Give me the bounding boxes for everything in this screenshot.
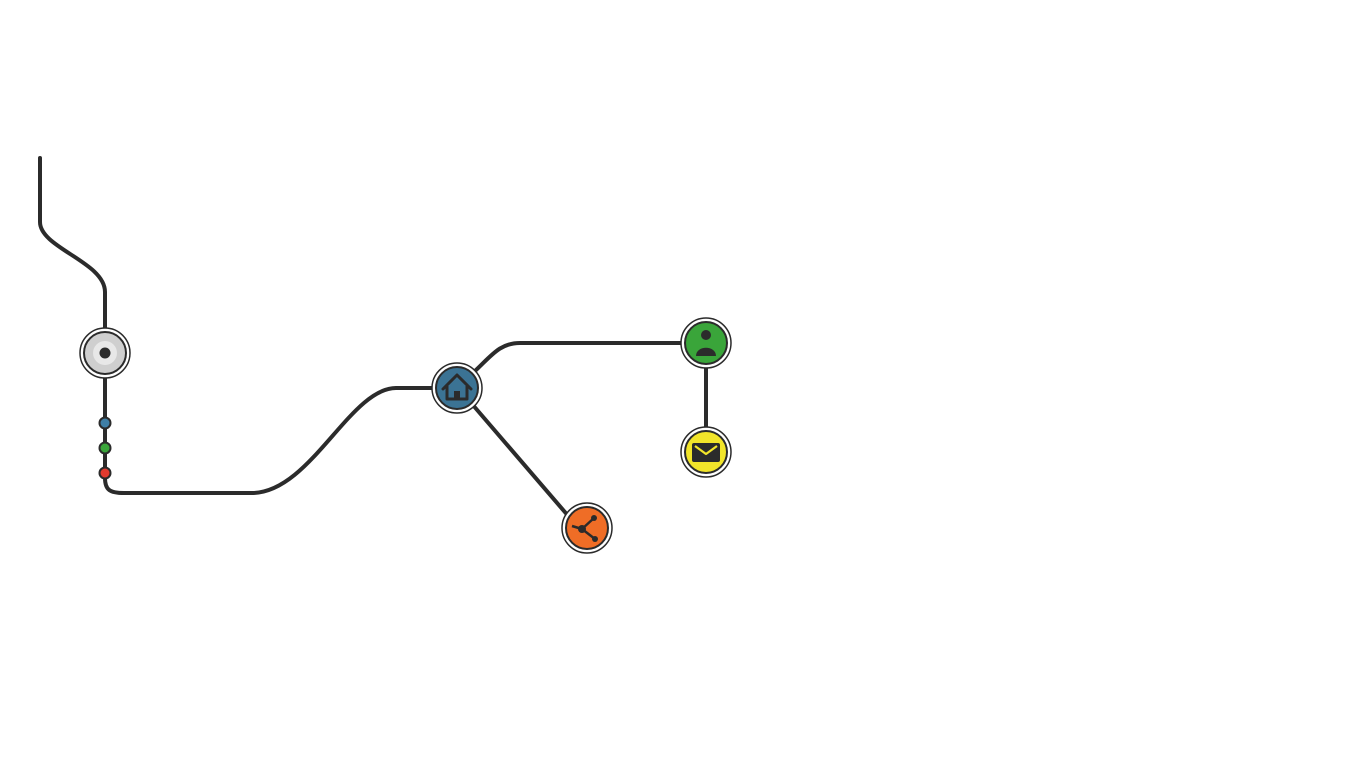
profile-node-body	[684, 321, 728, 365]
status-dot-green[interactable]	[98, 441, 112, 455]
start-node[interactable]	[79, 327, 131, 379]
connector-tracks	[38, 156, 708, 520]
share-icon	[571, 515, 598, 542]
track-start-to-home	[103, 374, 436, 495]
track-entry	[38, 156, 107, 332]
mail-icon	[692, 443, 720, 462]
status-dot-red[interactable]	[98, 466, 112, 480]
track-home-to-profile	[473, 341, 686, 373]
radio-dot-icon	[99, 347, 111, 359]
track-home-to-share	[470, 402, 572, 520]
share-node[interactable]	[561, 502, 613, 554]
share-node-body	[565, 506, 609, 550]
home-node[interactable]	[431, 362, 483, 414]
status-dot-blue[interactable]	[98, 416, 112, 430]
mail-node[interactable]	[680, 426, 732, 478]
user-icon	[696, 330, 716, 356]
status-dots	[98, 416, 112, 480]
home-icon	[441, 373, 473, 401]
profile-node[interactable]	[680, 317, 732, 369]
